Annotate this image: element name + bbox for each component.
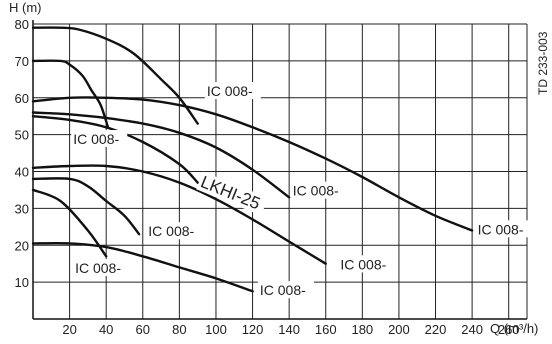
curve-label-3: IC 008-	[478, 221, 524, 237]
curve-label-bg-7	[257, 281, 314, 299]
curve-2	[31, 96, 474, 232]
x-tick-label-7: 160	[315, 322, 337, 337]
curve-label-4: IC 008-	[148, 223, 194, 239]
curve-1	[31, 59, 110, 129]
y-tick-label-3: 40	[15, 165, 29, 180]
curve-0	[31, 26, 199, 125]
y-tick-label-0: 10	[15, 275, 29, 290]
x-tick-label-4: 100	[205, 322, 227, 337]
y-tick-label-4: 50	[15, 128, 29, 143]
curve-label-6: IC 008-	[75, 260, 121, 276]
curve-label-5: IC 008-	[340, 256, 386, 272]
curve-label-7: IC 008-	[260, 282, 306, 298]
grid	[33, 23, 528, 319]
curve-5	[31, 164, 327, 265]
y-axis-label: H (m)	[9, 0, 42, 15]
y-tick-label-2: 30	[15, 201, 29, 216]
side-code: TD 233-003	[536, 31, 550, 95]
x-tick-label-1: 40	[99, 322, 113, 337]
curve-label-bg-0	[204, 82, 261, 100]
curve-label-bg-6	[73, 259, 130, 277]
x-tick-label-3: 80	[172, 322, 186, 337]
x-tick-label-10: 220	[425, 322, 447, 337]
curve-label-bg-4	[146, 222, 203, 240]
curve-label-bg-3	[475, 220, 532, 238]
curve-label-bg-1	[71, 130, 128, 147]
y-tick-label-1: 20	[15, 238, 29, 253]
curve-labels: IC 008- IC 008- IC 008- IC 008- IC 008- IC 00…	[71, 82, 532, 299]
curve-8	[31, 241, 254, 293]
x-axis-label: Q (m³/h)	[490, 321, 538, 336]
curve-label-0: IC 008-	[207, 83, 253, 99]
x-tick-label-0: 20	[62, 322, 76, 337]
y-tick-label-7: 80	[15, 17, 29, 32]
x-tick-label-2: 60	[136, 322, 150, 337]
series-label-bg	[196, 171, 269, 216]
curve-label-bg-2	[290, 181, 347, 199]
curve-label-2: IC 008-	[293, 183, 339, 199]
x-tick-label-6: 140	[278, 322, 300, 337]
y-tick-label-6: 70	[15, 54, 29, 69]
curve-6	[31, 177, 141, 236]
axes: 20 40 60 80 100 120 140 160 180 200 220 240 260 10 20 3…	[15, 17, 527, 337]
x-tick-label-12: 260	[498, 322, 520, 337]
y-tick-label-5: 60	[15, 91, 29, 106]
curve-3	[31, 111, 291, 199]
x-tick-label-9: 200	[388, 322, 410, 337]
x-tick-label-11: 240	[461, 322, 483, 337]
x-tick-label-8: 180	[351, 322, 373, 337]
curve-4	[31, 115, 199, 184]
x-tick-label-5: 120	[242, 322, 264, 337]
curve-label-bg-5	[338, 255, 395, 273]
performance-curves	[31, 26, 474, 293]
curve-label-1: IC 008-	[73, 131, 119, 147]
